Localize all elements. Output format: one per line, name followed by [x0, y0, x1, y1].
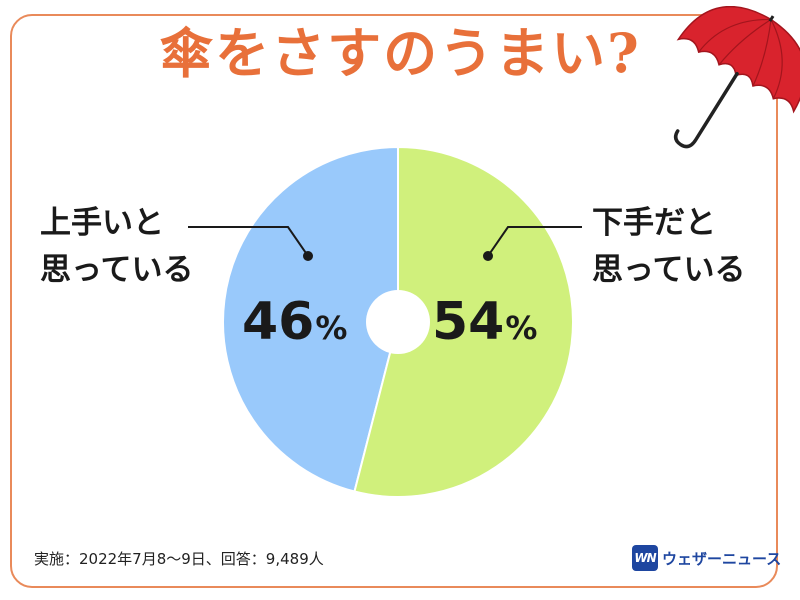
- survey-note: 実施：2022年7月8〜9日、回答：9,489人: [34, 550, 324, 568]
- donut-hole: [366, 290, 430, 354]
- slice-label-bad-line-2: 思っている: [592, 251, 746, 288]
- pie-slice-good: [222, 145, 399, 493]
- umbrella-canopy: [676, 6, 800, 114]
- slice-label-bad: 下手だと 思っている: [592, 200, 745, 293]
- slice-value-good-unit: %: [315, 309, 348, 347]
- slice-value-good-number: 46: [242, 292, 315, 352]
- slice-label-good-line-1: 上手いと: [40, 205, 164, 241]
- brand-logo-mark: WN: [632, 545, 658, 571]
- slice-label-good-line-2: 思っている: [40, 251, 194, 288]
- umbrella-icon: [673, 6, 800, 149]
- leader-line-bad: [487, 226, 582, 257]
- leader-line-good: [188, 226, 309, 257]
- leader-line-good-dot: [303, 251, 313, 261]
- brand-name: ウェザーニュース: [662, 549, 782, 568]
- slice-value-bad-unit: %: [505, 309, 538, 347]
- slice-label-good: 上手いと 思っている: [40, 200, 193, 293]
- slice-label-bad-line-1: 下手だと: [592, 205, 716, 241]
- leader-line-bad-dot: [483, 251, 493, 261]
- brand-logo: WN ウェザーニュース: [632, 543, 781, 573]
- umbrella-handle: [673, 71, 739, 149]
- chart-title: 傘をさすのうまい?: [159, 21, 641, 85]
- pie-slice-bad: [353, 145, 574, 498]
- slice-value-bad-number: 54: [432, 292, 505, 352]
- slice-value-bad: 54%: [432, 296, 537, 348]
- slice-value-good: 46%: [242, 296, 347, 348]
